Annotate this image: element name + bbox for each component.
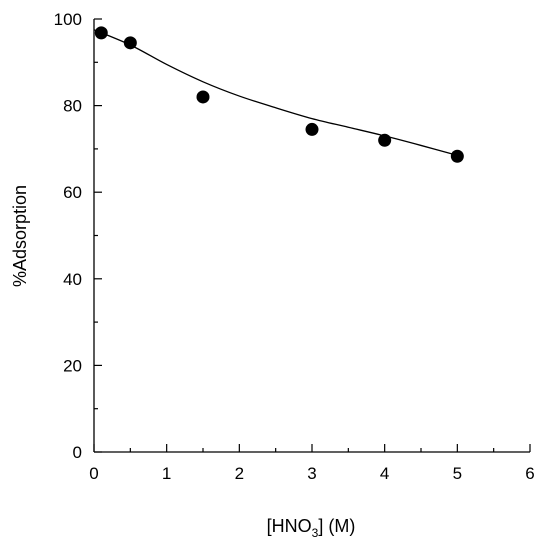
data-point	[196, 90, 210, 104]
x-tick-label: 3	[307, 464, 316, 483]
y-tick-label: 100	[54, 10, 82, 29]
x-tick-label: 2	[235, 464, 244, 483]
x-axis-title-suffix: ] (M)	[318, 516, 355, 536]
x-axis-title-subscript: 3	[312, 526, 319, 540]
y-axis-title: %Adsorption	[10, 185, 30, 287]
minor-ticks	[94, 61, 495, 452]
x-axis-title-prefix: [HNO	[267, 516, 312, 536]
x-tick-label: 1	[162, 464, 171, 483]
y-tick-label: 40	[63, 270, 82, 289]
y-tick-label: 80	[63, 97, 82, 116]
x-axis-title: [HNO3] (M)	[267, 516, 356, 540]
x-tick-label: 4	[380, 464, 389, 483]
y-tick-label: 20	[63, 356, 82, 375]
y-tick-label: 60	[63, 183, 82, 202]
data-points-layer	[94, 26, 464, 163]
fit-curve	[93, 29, 458, 157]
data-point	[305, 122, 319, 136]
major-ticks	[93, 18, 531, 453]
x-tick-label: 5	[453, 464, 462, 483]
data-point	[450, 149, 464, 163]
data-point	[378, 133, 392, 147]
fit-curve-layer	[93, 29, 458, 157]
x-tick-label: 6	[525, 464, 534, 483]
data-point	[94, 26, 108, 40]
data-point	[123, 36, 137, 50]
x-tick-label: 0	[89, 464, 98, 483]
y-tick-label: 0	[73, 443, 82, 462]
